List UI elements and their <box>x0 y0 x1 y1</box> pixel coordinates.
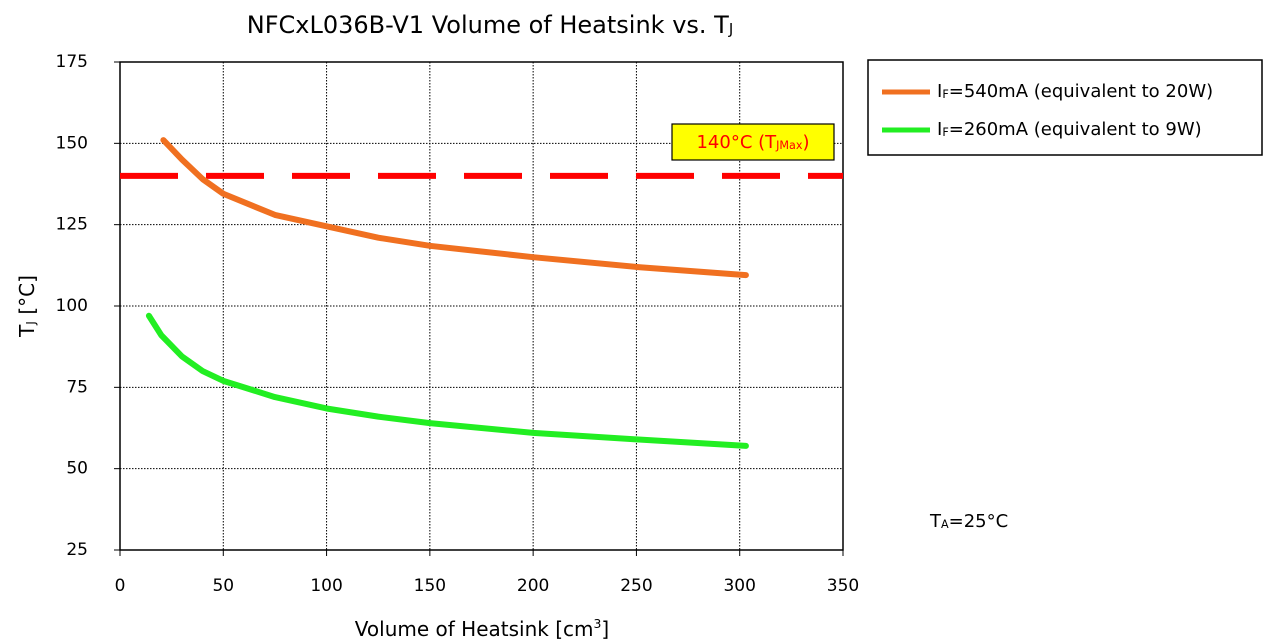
chart-title: NFCxL036B-V1 Volume of Heatsink vs. TJ <box>247 11 733 39</box>
annotation-part: 140°C (T <box>696 132 777 153</box>
legend-box <box>867 59 1263 156</box>
legend-label: IF=260mA (equivalent to 9W) <box>937 119 1202 140</box>
x-tick-label: 100 <box>310 576 342 596</box>
legend-label-part: I <box>937 119 942 140</box>
x-axis-label: Volume of Heatsink [cm3] <box>355 616 609 640</box>
x-tick-label: 350 <box>827 576 859 596</box>
chart-title-part: J <box>728 20 733 38</box>
y-tick-label: 100 <box>56 296 88 316</box>
note: TA=25°C <box>929 511 1008 532</box>
x-tick-label: 0 <box>115 576 126 596</box>
x-tick-label: 250 <box>620 576 652 596</box>
legend-label-part: =540mA (equivalent to 20W) <box>949 81 1213 102</box>
x-axis-label-part: 3 <box>594 616 602 631</box>
chart-title-part: NFCxL036B-V1 Volume of Heatsink vs. T <box>247 11 729 39</box>
series-line <box>160 137 749 279</box>
note-part: T <box>929 511 942 532</box>
plot-border <box>119 61 844 551</box>
legend-label-part: F <box>942 126 948 139</box>
y-tick-label: 175 <box>56 52 88 72</box>
legend-label-part: =260mA (equivalent to 9W) <box>949 119 1202 140</box>
legend-label: IF=540mA (equivalent to 20W) <box>937 81 1213 102</box>
series-line <box>145 312 749 449</box>
y-tick-label: 125 <box>56 215 88 235</box>
x-tick-label: 200 <box>517 576 549 596</box>
annotation-part: JMax <box>775 139 803 152</box>
legend-label-part: I <box>937 81 942 102</box>
y-tick-label: 50 <box>66 459 88 479</box>
x-tick-label: 50 <box>212 576 234 596</box>
x-axis-label-part: ] <box>601 617 609 641</box>
y-tick-label: 25 <box>66 540 88 560</box>
x-axis-label-part: Volume of Heatsink [cm <box>355 617 594 641</box>
y-axis-label-part: T <box>15 324 39 338</box>
y-axis-label: TJ [°C] <box>15 275 39 338</box>
y-axis-label-part: J <box>23 321 38 326</box>
x-tick-label: 150 <box>414 576 446 596</box>
annotation-part: ) <box>803 132 810 153</box>
annotation: 140°C (TJMax) <box>696 132 809 153</box>
annotation-box <box>671 123 835 161</box>
y-tick-label: 150 <box>56 133 88 153</box>
note-part: =25°C <box>949 511 1009 532</box>
y-axis-label-part: [°C] <box>15 275 39 321</box>
note-part: A <box>941 518 949 531</box>
x-tick-label: 300 <box>723 576 755 596</box>
y-tick-label: 75 <box>66 377 88 397</box>
legend-label-part: F <box>942 88 948 101</box>
